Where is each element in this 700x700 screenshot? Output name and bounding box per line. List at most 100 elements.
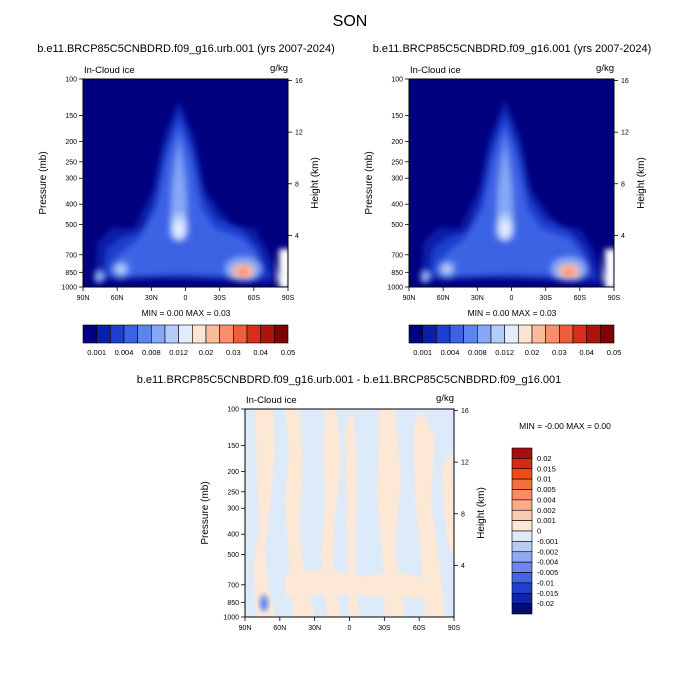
colorbar-swatch xyxy=(511,520,533,532)
x-tick-label: 60S xyxy=(413,625,426,632)
x-tick-label: 30N xyxy=(308,625,321,632)
colorbar-label: 0.008 xyxy=(468,348,487,357)
colorbar-swatch xyxy=(164,324,179,344)
min-max-label: MIN = 0.00 MAX = 0.03 xyxy=(468,308,557,318)
y-tick-label: 700 xyxy=(227,582,239,589)
y2-axis-label: Height (km) xyxy=(476,487,487,539)
y-tick-label: 500 xyxy=(227,552,239,559)
colorbar-swatch xyxy=(449,324,464,344)
pressure-ticks: 100 150 200 250 300 400 500 700 850 1000 xyxy=(61,77,83,292)
y2-tick-label: 8 xyxy=(621,181,625,188)
colorbar-swatch xyxy=(511,551,533,563)
colorbar-swatch xyxy=(219,324,234,344)
pressure-ticks: 100 150 200 250 300 400 500 700 850 1000 xyxy=(223,407,245,622)
y-tick-label: 300 xyxy=(391,176,403,183)
colorbar-swatch xyxy=(586,324,601,344)
contour-field xyxy=(245,409,454,617)
height-ticks: 4 8 12 16 xyxy=(614,78,629,240)
colorbar-swatch xyxy=(137,324,152,344)
y-tick-label: 500 xyxy=(65,222,77,229)
y-tick-label: 400 xyxy=(65,202,77,209)
panel-control: b.e11.BRCP85C5CNBDRD.f09_g16.001 (yrs 20… xyxy=(364,43,651,357)
colorbar-label: 0.02 xyxy=(537,454,552,463)
colorbar-swatch xyxy=(274,324,289,344)
colorbar-swatch xyxy=(511,582,533,594)
colorbar-label: 0.04 xyxy=(579,348,594,357)
y2-axis-label: Height (km) xyxy=(636,157,647,209)
panel-urb: b.e11.BRCP85C5CNBDRD.f09_g16.urb.001 (yr… xyxy=(37,43,335,357)
contour-field xyxy=(83,79,288,287)
colorbar-label: -0.005 xyxy=(537,568,558,577)
y-tick-label: 850 xyxy=(227,600,239,607)
colorbar-label: 0.008 xyxy=(142,348,161,357)
colorbar-label: 0.012 xyxy=(169,348,188,357)
y-tick-label: 100 xyxy=(65,77,77,84)
x-tick-label: 60N xyxy=(111,295,124,302)
y2-tick-label: 8 xyxy=(461,511,465,518)
colorbar-label: 0.01 xyxy=(537,475,552,484)
colorbar-swatch xyxy=(518,324,533,344)
latitude-ticks: 90N 60N 30N 0 30S 60S 90S xyxy=(239,617,461,632)
colorbar-label: 0.002 xyxy=(537,506,556,515)
colorbar-swatch xyxy=(408,324,423,344)
y2-axis-label: Height (km) xyxy=(310,157,321,209)
y2-tick-label: 4 xyxy=(621,233,625,240)
y-tick-label: 300 xyxy=(227,506,239,513)
colorbar-swatch xyxy=(531,324,546,344)
colorbar-swatch xyxy=(422,324,437,344)
x-tick-label: 0 xyxy=(348,625,352,632)
colorbar-swatch xyxy=(572,324,587,344)
y-axis-label: Pressure (mb) xyxy=(200,481,211,544)
colorbar-swatch xyxy=(151,324,166,344)
colorbar-swatch xyxy=(246,324,261,344)
y2-tick-label: 16 xyxy=(461,408,469,415)
colorbar-swatch xyxy=(233,324,248,344)
colorbar-label: 0.004 xyxy=(537,495,556,504)
colorbar-label: 0.001 xyxy=(413,348,432,357)
colorbar-swatch xyxy=(490,324,505,344)
x-tick-label: 30S xyxy=(378,625,391,632)
y2-tick-label: 16 xyxy=(295,78,303,85)
y-tick-label: 250 xyxy=(65,159,77,166)
colorbar-swatch xyxy=(559,324,574,344)
x-tick-label: 30N xyxy=(471,295,484,302)
y-tick-label: 100 xyxy=(391,77,403,84)
colorbar-label: 0.02 xyxy=(525,348,540,357)
y-tick-label: 150 xyxy=(391,113,403,120)
colorbar-swatch xyxy=(82,324,97,344)
y2-tick-label: 16 xyxy=(621,78,629,85)
colorbar-swatch xyxy=(178,324,193,344)
colorbar-label: 0.03 xyxy=(226,348,241,357)
y2-tick-label: 4 xyxy=(295,233,299,240)
y2-tick-label: 12 xyxy=(295,130,303,137)
x-tick-label: 0 xyxy=(510,295,514,302)
y-tick-label: 700 xyxy=(391,252,403,259)
units-label: g/kg xyxy=(270,63,288,74)
colorbar-swatch xyxy=(511,509,533,521)
y-tick-label: 850 xyxy=(65,270,77,277)
colorbar-label: 0.015 xyxy=(537,464,556,473)
panel-difference: b.e11.BRCP85C5CNBDRD.f09_g16.urb.001 - b… xyxy=(137,374,611,632)
colorbar-label: -0.002 xyxy=(537,547,558,556)
colorbar-label: -0.01 xyxy=(537,578,554,587)
colorbar-label: 0 xyxy=(537,527,541,536)
x-tick-label: 30N xyxy=(145,295,158,302)
colorbar-swatch xyxy=(511,447,533,459)
colorbar-swatch xyxy=(205,324,220,344)
colorbar-label: 0.02 xyxy=(199,348,214,357)
colorbar-label: -0.015 xyxy=(537,589,558,598)
y-tick-label: 1000 xyxy=(387,285,403,292)
colorbar-swatch xyxy=(436,324,451,344)
y2-tick-label: 12 xyxy=(621,130,629,137)
colorbar-swatch xyxy=(123,324,138,344)
x-tick-label: 90S xyxy=(448,625,461,632)
y-tick-label: 500 xyxy=(391,222,403,229)
colorbar-swatch xyxy=(511,499,533,511)
colorbar-label: 0.001 xyxy=(537,516,556,525)
colorbar-swatch xyxy=(511,458,533,470)
x-tick-label: 60S xyxy=(574,295,587,302)
colorbar-label: 0.004 xyxy=(441,348,460,357)
y-tick-label: 250 xyxy=(391,159,403,166)
x-tick-label: 60N xyxy=(437,295,450,302)
y-axis-label: Pressure (mb) xyxy=(364,151,375,214)
